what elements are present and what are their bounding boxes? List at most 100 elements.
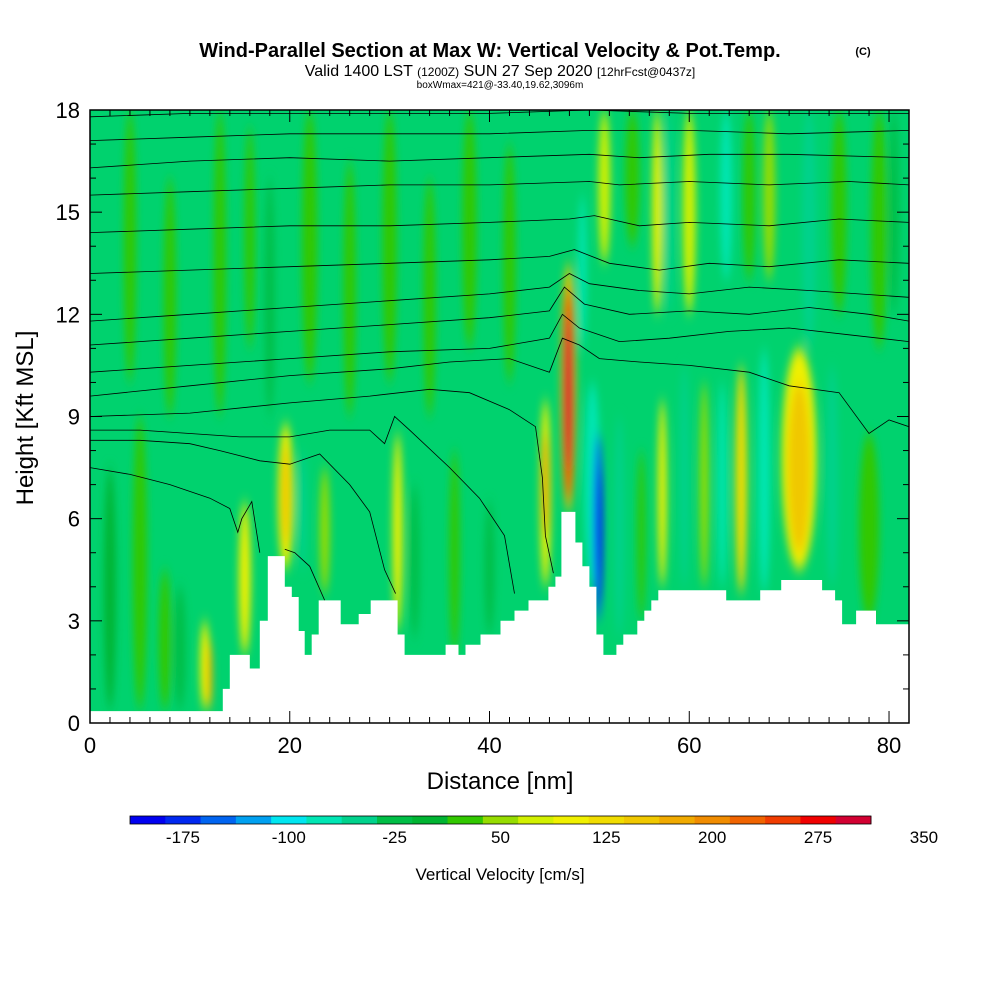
isentrope-line <box>90 249 909 274</box>
y-tick-label: 3 <box>68 609 80 634</box>
velocity-cell <box>758 348 771 594</box>
colorbar-tick-label: 275 <box>804 828 832 847</box>
colorbar-tick-label: -100 <box>272 828 306 847</box>
velocity-cell <box>801 110 817 349</box>
isentrope-line <box>90 388 554 574</box>
velocity-cell <box>264 178 275 417</box>
velocity-cell <box>679 365 690 587</box>
colorbar-swatch <box>447 816 484 824</box>
x-tick-label: 0 <box>84 733 96 758</box>
velocity-cell <box>173 586 186 710</box>
isentrope-line <box>90 273 909 322</box>
velocity-cell <box>484 501 495 635</box>
velocity-cell <box>889 110 900 315</box>
valid-time-label: Valid 1400 LST <box>305 63 413 80</box>
chart-title: Wind-Parallel Section at Max W: Vertical… <box>199 40 780 62</box>
velocity-cell <box>244 127 255 349</box>
velocity-cell <box>598 110 611 264</box>
velocity-cell <box>409 484 420 638</box>
velocity-cell <box>831 110 847 315</box>
velocity-field <box>103 110 900 710</box>
colorbar-swatch <box>412 816 448 824</box>
velocity-cell <box>213 110 226 417</box>
velocity-cell <box>735 365 748 594</box>
x-tick-label: 60 <box>677 733 701 758</box>
velocity-cell <box>625 110 640 247</box>
velocity-cell <box>699 382 709 587</box>
colorbar-swatch <box>235 816 272 824</box>
colorbar-tick-label: 125 <box>592 828 620 847</box>
colorbar-tick-label: -175 <box>166 828 200 847</box>
colorbar-swatch <box>377 816 413 824</box>
velocity-cell <box>163 178 176 417</box>
y-tick-label: 9 <box>68 405 80 430</box>
velocity-cell <box>652 110 663 315</box>
colorbar-swatch <box>165 816 201 824</box>
velocity-cell <box>298 450 308 570</box>
isentrope-line <box>90 337 909 435</box>
colorbar-swatch <box>306 816 343 824</box>
colorbar-tick-label: 50 <box>491 828 510 847</box>
velocity-cell <box>503 144 516 383</box>
velocity-cell <box>382 110 397 383</box>
x-axis-label: Distance [nm] <box>427 768 574 795</box>
velocity-cell <box>103 467 116 710</box>
velocity-cell <box>462 110 477 349</box>
colorbar-swatch <box>694 816 731 824</box>
box-wmax-info: boxWmax=421@-33.40,19.62,3096m <box>417 80 584 91</box>
colorbar-swatch <box>341 816 378 824</box>
velocity-cell <box>132 416 147 710</box>
y-tick-label: 18 <box>56 98 80 123</box>
isentrope-line <box>90 286 909 346</box>
colorbar-swatch <box>482 816 519 824</box>
colorbar-swatch <box>518 816 554 824</box>
x-axis: 0 20 40 60 80 <box>84 110 910 758</box>
x-tick-label: 40 <box>477 733 501 758</box>
velocity-cell <box>871 110 888 349</box>
copyright-mark: (C) <box>855 46 871 58</box>
colorbar-tick-label: 350 <box>910 828 938 847</box>
colorbar-swatch <box>624 816 660 824</box>
colorbar-swatch <box>553 816 590 824</box>
colorbar-swatch <box>729 816 766 824</box>
terrain-mask <box>90 511 909 723</box>
velocity-cell <box>238 501 251 655</box>
colorbar-tick-label: -25 <box>382 828 407 847</box>
colorbar-swatch <box>200 816 237 824</box>
x-tick-label: 20 <box>278 733 302 758</box>
y-tick-label: 6 <box>68 507 80 532</box>
colorbar-swatch <box>835 816 872 824</box>
velocity-cell <box>596 467 603 604</box>
velocity-cell <box>637 450 646 621</box>
velocity-cell <box>763 110 776 281</box>
colorbar-frame <box>129 815 872 825</box>
colorbar-swatch <box>659 816 695 824</box>
velocity-cell <box>123 110 136 383</box>
velocity-cell <box>449 450 460 655</box>
velocity-cell <box>392 433 403 632</box>
valid-time-date: SUN 27 Sep 2020 <box>464 63 593 80</box>
velocity-cell <box>614 416 625 638</box>
colorbar-swatch <box>588 816 625 824</box>
velocity-cell <box>566 348 571 434</box>
colorbar-swatch <box>130 816 166 824</box>
valid-time-line: Valid 1400 LST (1200Z) SUN 27 Sep 2020 [… <box>305 63 696 80</box>
velocity-cell <box>423 178 436 417</box>
velocity-cell <box>720 110 733 281</box>
velocity-cell <box>578 195 587 349</box>
velocity-cell <box>319 467 330 594</box>
valid-time-utc: (1200Z) <box>417 65 459 79</box>
velocity-cell <box>717 382 727 587</box>
isentrope-line <box>90 130 909 141</box>
velocity-cell <box>281 443 291 546</box>
forecast-info: [12hrFcst@0437z] <box>597 65 695 79</box>
colorbar-swatch <box>800 816 837 824</box>
y-axis-label: Height [Kft MSL] <box>12 331 39 506</box>
velocity-cell <box>158 569 171 710</box>
velocity-cell <box>826 365 839 587</box>
x-tick-label: 80 <box>877 733 901 758</box>
isentrope-line <box>90 467 261 553</box>
y-tick-label: 0 <box>68 711 80 736</box>
isentrope-line <box>90 153 909 169</box>
